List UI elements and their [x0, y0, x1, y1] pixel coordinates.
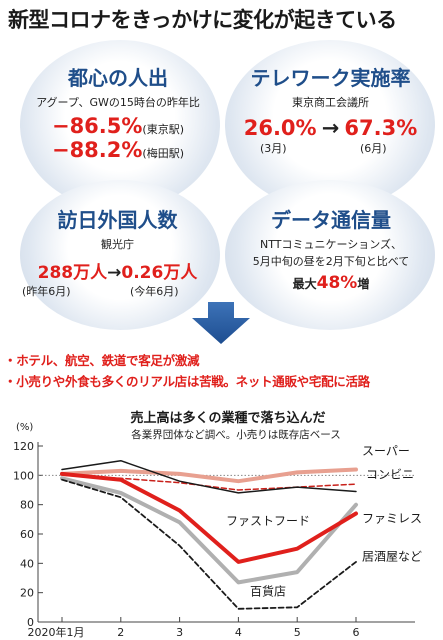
stat-value: 26.0% — [243, 116, 317, 140]
page-title: 新型コロナをきっかけに変化が起きている — [8, 8, 397, 32]
card-source: アグープ、GWの15時台の昨年比 — [36, 96, 200, 109]
card-bg-circle — [225, 180, 435, 330]
card-heading: 都心の人出 — [68, 66, 168, 90]
stat-value: 0.26万人 — [121, 263, 198, 283]
stat-label: (梅田駅) — [142, 147, 185, 160]
series-label-4: 百貨店 — [250, 584, 286, 599]
card-source: 観光庁 — [101, 238, 134, 251]
stat-suffix: 増 — [357, 277, 370, 291]
y-tick-label: 100 — [13, 469, 34, 482]
y-tick-label: 40 — [20, 557, 34, 570]
stat-value: 48% — [316, 273, 358, 293]
card-data-traffic: データ通信量 NTTコミュニケーションズ、 5月中旬の昼を2月下旬と比べて 最大… — [226, 204, 436, 293]
x-tick-label: 4 — [235, 626, 242, 639]
series-label-0: スーパー — [362, 444, 410, 458]
card-telework: テレワーク実施率 東京商工会議所 26.0% → 67.3% (3月) (6月) — [228, 62, 433, 155]
series-line-5 — [61, 478, 357, 610]
stat-label: (3月) — [260, 142, 287, 155]
card-heading: テレワーク実施率 — [250, 66, 411, 90]
series-label-2: ファストフード — [226, 514, 310, 528]
x-tick-label: 3 — [176, 626, 183, 639]
arrow-right-icon: → — [107, 263, 122, 283]
stat-label: (昨年6月) — [22, 285, 71, 298]
card-tokyo-crowd: 都心の人出 アグープ、GWの15時台の昨年比 −86.5%(東京駅) −88.2… — [18, 62, 218, 162]
x-tick-label: 2020年1月 — [28, 625, 85, 639]
stat-value: 67.3% — [344, 116, 418, 140]
stat-value: −88.2% — [51, 138, 143, 162]
stat-label: (6月) — [360, 142, 387, 155]
y-axis-label: (%) — [16, 422, 33, 433]
card-source: 5月中旬の昼を2月下旬と比べて — [252, 255, 410, 268]
card-heading: 訪日外国人数 — [57, 208, 178, 232]
x-tick-label: 5 — [294, 626, 301, 639]
chart-title: 売上高は多くの業種で落ち込んだ — [130, 410, 325, 426]
bullet-text: ・小売りや外食も多くのリアル店は苦戦。ネット通販や宅配に活路 — [4, 374, 370, 389]
stat-label: (今年6月) — [130, 285, 179, 298]
chart-subtitle: 各業界団体など調べ。小売りは既存店ベース — [131, 428, 340, 441]
stat-prefix: 最大 — [292, 277, 317, 291]
card-source: NTTコミュニケーションズ、 — [259, 238, 403, 251]
x-tick-label: 6 — [353, 626, 360, 639]
arrow-right-icon: → — [321, 116, 340, 140]
arrow-down-icon — [192, 302, 250, 344]
card-source: 東京商工会議所 — [292, 96, 369, 109]
series-label-3: ファミレス — [362, 511, 422, 525]
series-label-1: コンビニ — [366, 467, 414, 481]
y-tick-label: 0 — [27, 616, 34, 629]
bullet-text: ・ホテル、航空、鉄道で客足が激減 — [4, 353, 200, 368]
series-label-5: 居酒屋など — [362, 549, 422, 563]
y-tick-label: 20 — [20, 587, 34, 600]
card-bg-circle — [20, 180, 220, 330]
stat-value: 288万人 — [37, 263, 108, 283]
series-line-0 — [60, 467, 358, 484]
series-line-4 — [60, 476, 358, 585]
x-tick-label: 2 — [117, 626, 124, 639]
y-tick-label: 80 — [20, 499, 34, 512]
series-line-3 — [60, 471, 358, 564]
stat-value: −86.5% — [51, 114, 143, 138]
sales-line-chart: 売上高は多くの業種で落ち込んだ 各業界団体など調べ。小売りは既存店ベース (%)… — [13, 410, 422, 639]
card-inbound: 訪日外国人数 観光庁 288万人→0.26万人 (昨年6月) (今年6月) — [10, 204, 225, 298]
series-line-2 — [61, 459, 357, 494]
y-tick-label: 60 — [20, 528, 34, 541]
y-tick-label: 120 — [13, 440, 34, 453]
stat-label: (東京駅) — [142, 123, 185, 136]
card-heading: データ通信量 — [271, 208, 391, 232]
